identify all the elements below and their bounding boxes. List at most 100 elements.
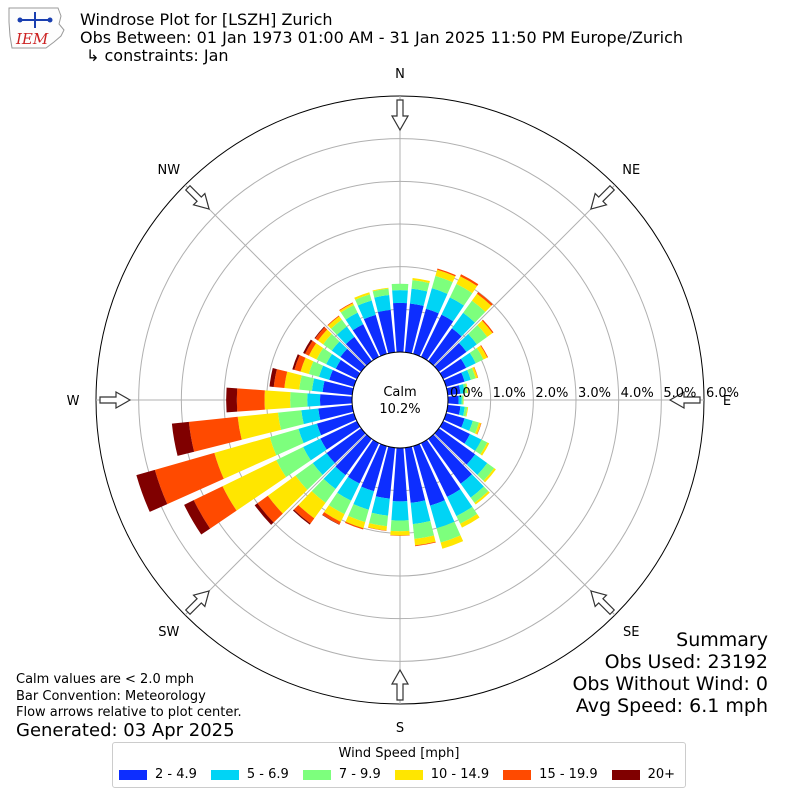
radial-label: 6.0%	[706, 386, 739, 401]
bar-40-bin1	[451, 312, 475, 337]
bar-190-bin1	[371, 496, 390, 516]
bar-260-bin4	[188, 416, 242, 452]
bar-120-bin1	[464, 434, 482, 451]
bar-210-bin1	[337, 476, 360, 501]
bar-330-bin3	[339, 303, 354, 313]
bar-250-bin2	[269, 428, 304, 456]
bar-310-bin1	[331, 341, 348, 357]
bar-100-bin3	[465, 406, 469, 417]
bar-150-bin1	[447, 489, 473, 517]
bar-40-bin2	[463, 300, 486, 323]
bar-20-bin4	[437, 268, 456, 277]
bar-110-bin2	[469, 420, 479, 434]
bar-320-bin3	[327, 316, 342, 329]
bar-0-bin0	[393, 302, 407, 353]
direction-label-southwest: SW	[158, 625, 179, 640]
bar-320-bin1	[336, 326, 355, 345]
bar-280-bin5	[269, 368, 277, 387]
bar-120-bin3	[480, 442, 490, 456]
bar-230-bin2	[295, 463, 323, 490]
bar-270-bin1	[307, 393, 321, 407]
bar-250-bin4	[154, 452, 224, 505]
bar-50-bin2	[468, 325, 488, 345]
bar-310-bin5	[314, 326, 325, 339]
bar-10-bin2	[411, 280, 430, 292]
bar-290-bin5	[292, 354, 300, 370]
bar-320-bin0	[345, 336, 372, 366]
legend-label: 10 - 14.9	[430, 767, 490, 782]
bar-130-bin3	[483, 468, 496, 483]
bar-220-bin1	[323, 466, 346, 489]
bar-350-bin0	[377, 309, 396, 354]
grid-spoke	[184, 184, 367, 367]
bar-290-bin0	[329, 369, 357, 387]
bar-240-bin1	[303, 438, 327, 461]
bar-40-bin3	[471, 293, 492, 312]
bar-250-bin3	[214, 437, 277, 479]
bar-230-bin3	[267, 475, 308, 514]
bar-190-bin0	[375, 446, 396, 499]
bar-250-bin0	[316, 413, 357, 436]
bar-230-bin4	[257, 495, 283, 523]
bar-270-bin0	[319, 394, 353, 406]
bar-10-bin0	[404, 303, 424, 354]
grid-spoke	[184, 433, 367, 616]
radial-label: 3.0%	[578, 386, 611, 401]
flow-arrow-icon	[184, 590, 210, 616]
bar-220-bin3	[298, 491, 326, 519]
flow-arrow-icon	[390, 668, 410, 701]
bar-50-bin0	[434, 342, 467, 372]
bar-280-bin3	[284, 371, 302, 390]
calm-circle	[351, 351, 449, 449]
bar-270-bin5	[226, 387, 238, 413]
bar-220-bin4	[293, 504, 315, 524]
bar-110-bin1	[461, 418, 473, 431]
bar-160-bin3	[440, 535, 464, 549]
bar-330-bin4	[339, 302, 353, 311]
bar-230-bin5	[254, 503, 274, 525]
bar-70-bin2	[467, 367, 476, 380]
bar-20-bin0	[413, 308, 439, 357]
bar-100-bin2	[463, 406, 468, 417]
bar-240-bin4	[193, 486, 237, 529]
bar-100-bin0	[446, 404, 461, 415]
bar-260-bin0	[318, 404, 354, 421]
bar-130-bin0	[434, 428, 476, 465]
bar-350-bin3	[372, 287, 389, 292]
flow-arrow-icon	[390, 99, 410, 132]
bar-210-bin4	[322, 512, 341, 525]
bar-170-bin2	[412, 521, 435, 539]
chart-subtitle: Obs Between: 01 Jan 1973 01:00 AM - 31 J…	[80, 28, 683, 47]
legend-swatch	[611, 769, 640, 780]
bar-290-bin4	[294, 355, 306, 372]
bar-240-bin3	[222, 460, 287, 511]
bar-220-bin2	[311, 478, 336, 503]
bar-20-bin1	[426, 288, 448, 314]
bar-30-bin0	[420, 314, 454, 361]
bar-convention: Bar Convention: Meteorology	[16, 689, 206, 704]
bar-20-bin3	[435, 269, 456, 283]
bar-280-bin0	[322, 381, 354, 396]
radial-label: 5.0%	[663, 386, 696, 401]
bar-270-bin3	[264, 390, 291, 410]
bar-70-bin1	[461, 369, 471, 382]
bar-130-bin1	[466, 454, 488, 475]
bar-120-bin2	[475, 439, 488, 455]
legend-label: 20+	[647, 767, 676, 782]
bar-180-bin1	[391, 501, 409, 521]
radial-label: 2.0%	[535, 386, 568, 401]
bar-310-bin3	[317, 329, 332, 345]
legend-label: 15 - 19.9	[539, 767, 598, 782]
bar-260-bin5	[171, 421, 195, 456]
bar-210-bin0	[347, 439, 380, 484]
bar-110-bin4	[476, 423, 482, 435]
bar-10-bin1	[409, 288, 428, 306]
calm-definition: Calm values are < 2.0 mph	[16, 672, 195, 687]
bar-130-bin2	[477, 463, 495, 481]
bar-270-bin4	[236, 388, 265, 412]
bar-250-bin1	[298, 423, 322, 444]
flow-arrow-icon	[668, 390, 701, 410]
bar-150-bin0	[420, 439, 461, 497]
bar-30-bin1	[441, 297, 464, 322]
bar-70-bin4	[473, 366, 479, 378]
